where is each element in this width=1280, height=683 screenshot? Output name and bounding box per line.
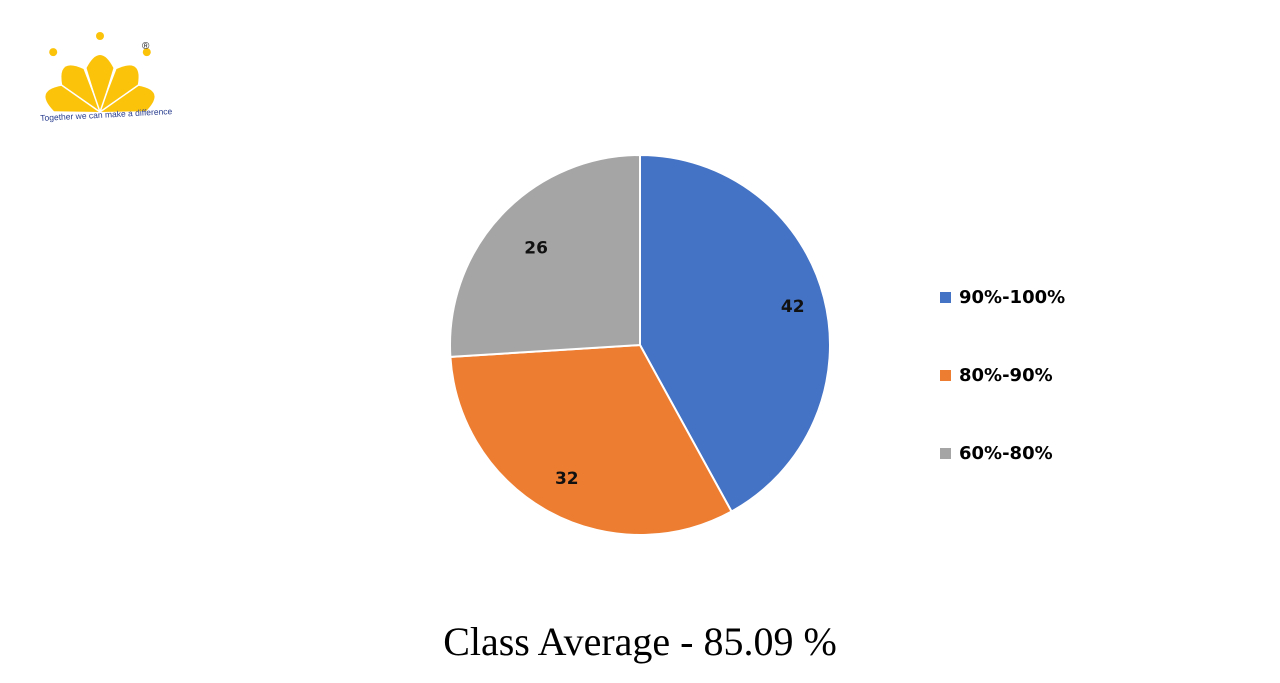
- svg-text:®: ®: [142, 41, 150, 52]
- logo-dot: [96, 32, 104, 40]
- pie-chart: 42 32 26: [440, 145, 840, 545]
- legend-swatch: [940, 369, 951, 381]
- logo-petal: [45, 85, 100, 112]
- pie-slice: [449, 153, 641, 358]
- logo-separator: [79, 55, 101, 113]
- legend-item: 60%-80%: [940, 441, 1065, 465]
- legend-item: 80%-90%: [940, 363, 1065, 387]
- logo-separator: [99, 55, 121, 113]
- pie-data-label: 32: [555, 469, 579, 489]
- pie-slice: [449, 343, 733, 536]
- logo-petal: [100, 65, 139, 112]
- pie-data-label: 42: [781, 297, 805, 317]
- pie-chart-svg: 42 32 26: [449, 153, 831, 536]
- pie-data-label: 26: [524, 238, 548, 258]
- logo-dot: [49, 48, 58, 57]
- legend-label: 60%-80%: [959, 442, 1053, 464]
- logo-dot: [142, 48, 151, 57]
- legend-item: 90%-100%: [940, 285, 1065, 309]
- legend-swatch: [940, 291, 951, 303]
- logo-separator: [99, 76, 150, 113]
- logo-separator: [50, 76, 101, 113]
- class-average-caption: Class Average - 85.09 %: [443, 619, 837, 664]
- sunrise-logo-icon: ®: [45, 32, 155, 113]
- pie-slice: [639, 153, 831, 513]
- logo-petal: [61, 65, 100, 112]
- logo-petal: [100, 85, 155, 112]
- logo-petal: [86, 55, 114, 112]
- legend-label: 80%-90%: [959, 364, 1053, 386]
- legend-label: 90%-100%: [959, 286, 1066, 308]
- company-logo: ®: [36, 30, 166, 130]
- chart-legend: 90%-100% 80%-90% 60%-80%: [940, 285, 1065, 465]
- legend-swatch: [940, 447, 951, 459]
